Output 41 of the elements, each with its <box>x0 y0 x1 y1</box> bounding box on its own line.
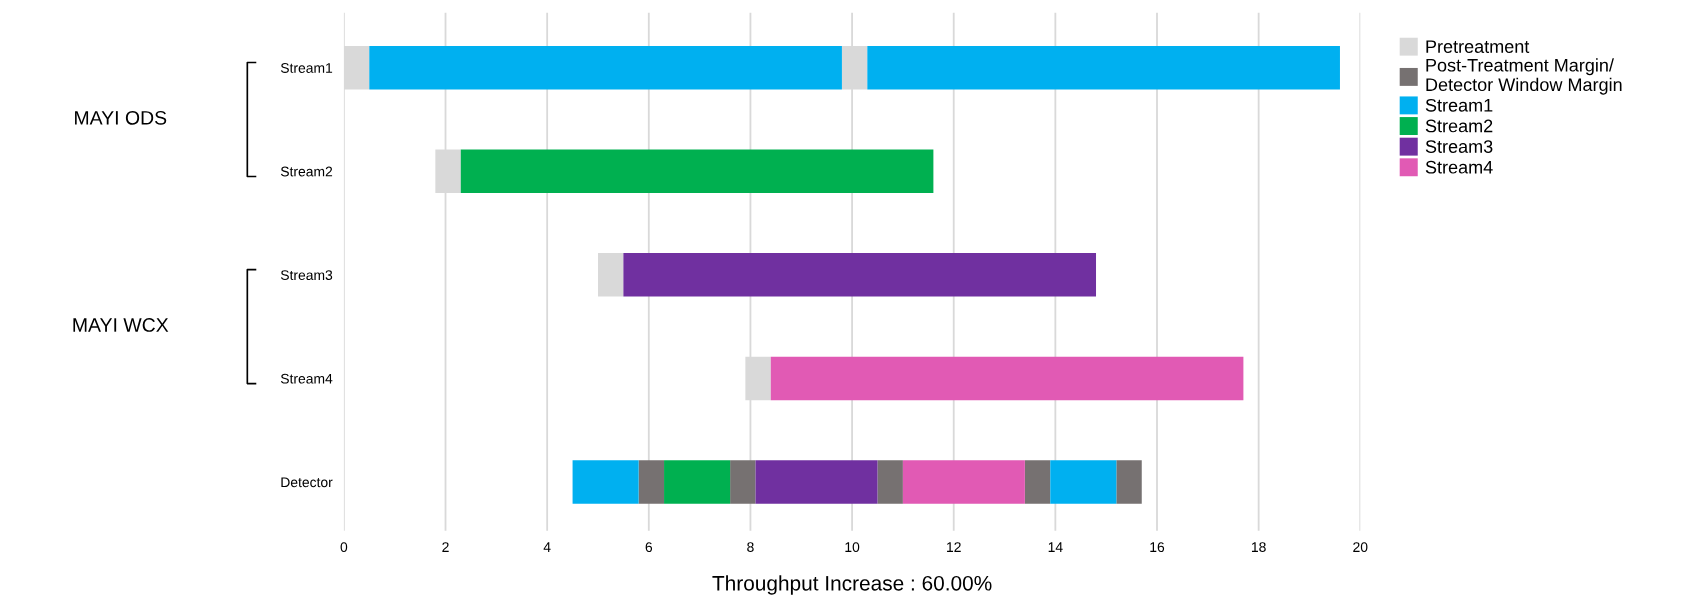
x-tick-label: 4 <box>543 542 551 552</box>
legend-label: Stream1 <box>1425 98 1493 112</box>
bar <box>1050 460 1117 504</box>
legend-label: Stream2 <box>1425 119 1493 133</box>
bar <box>638 460 665 504</box>
text: MAYI ODS <box>75 110 167 125</box>
x-tick-label: 10 <box>845 542 860 553</box>
x-tick-label: 14 <box>1048 542 1063 552</box>
legend-label: Post-Treatment Margin/ Detector Window Margin <box>1426 58 1622 95</box>
legend-label: Pretreatment <box>1426 40 1530 53</box>
bar <box>623 253 1097 297</box>
x-tick-label: 20 <box>1353 542 1368 553</box>
legend-label: Stream4 <box>1425 160 1493 174</box>
bar <box>730 460 756 504</box>
bar <box>1024 460 1051 504</box>
x-tick-label: 16 <box>1150 542 1165 553</box>
bar <box>877 460 903 504</box>
bar <box>867 45 1340 90</box>
x-tick-label: 18 <box>1251 542 1266 553</box>
y-tick-label: Stream4 <box>280 373 333 384</box>
bar <box>1116 460 1142 504</box>
y-tick-label: Stream2 <box>280 166 333 177</box>
x-tick-label: 6 <box>645 542 653 553</box>
bar <box>902 460 1025 504</box>
x-tick-label: 0 <box>340 542 348 553</box>
text: MAYI WCX <box>73 318 169 332</box>
bar <box>460 149 934 194</box>
x-tick-label: 12 <box>947 542 961 552</box>
bar <box>664 460 731 504</box>
bar <box>369 45 842 90</box>
y-tick-label: Detector <box>281 477 333 488</box>
bar <box>572 460 639 504</box>
legend-label: Stream3 <box>1425 140 1493 153</box>
x-tick-label: 2 <box>442 542 449 552</box>
bar <box>597 253 624 297</box>
y-tick-label: Stream3 <box>280 270 333 281</box>
bar <box>770 356 1244 401</box>
bar <box>755 460 878 504</box>
text: Throughput Increase : 60.00% <box>712 575 992 595</box>
y-tick-label: Stream1 <box>280 63 333 73</box>
x-tick-label: 8 <box>747 542 754 553</box>
